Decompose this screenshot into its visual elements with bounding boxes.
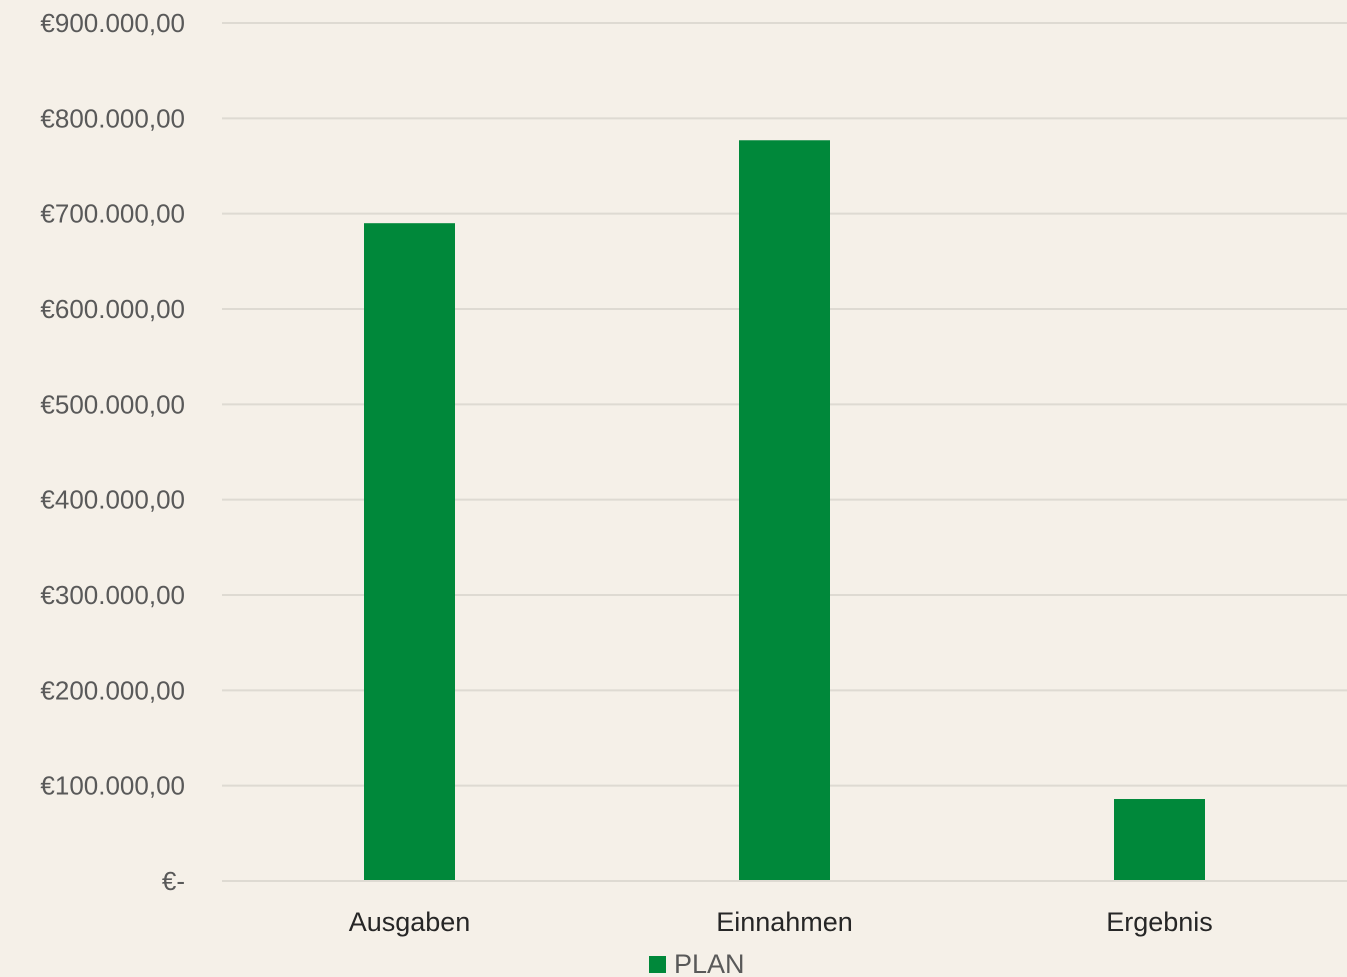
legend-swatch-plan xyxy=(649,955,666,973)
y-axis-tick-labels: €- €100.000,00 €200.000,00 €300.000,00 €400.… xyxy=(40,8,185,896)
x-category-label: Ergebnis xyxy=(1106,907,1213,937)
bars xyxy=(222,140,1347,882)
y-tick-label: €400.000,00 xyxy=(40,485,185,515)
y-tick-label: €100.000,00 xyxy=(40,771,185,801)
x-axis-category-labels: Ausgaben Einnahmen Ergebnis xyxy=(349,907,1213,937)
y-tick-label: €600.000,00 xyxy=(40,294,185,324)
bar-ergebnis xyxy=(1114,799,1205,881)
bar-ausgaben xyxy=(364,223,455,881)
y-tick-label: €- xyxy=(162,866,185,896)
y-tick-label: €500.000,00 xyxy=(40,389,185,419)
x-category-label: Ausgaben xyxy=(349,907,471,937)
legend-label-plan: PLAN xyxy=(674,949,745,977)
y-tick-label: €900.000,00 xyxy=(40,8,185,38)
x-category-label: Einnahmen xyxy=(716,907,853,937)
legend: PLAN xyxy=(649,948,745,977)
y-tick-label: €300.000,00 xyxy=(40,580,185,610)
bar-einnahmen xyxy=(739,140,830,881)
y-tick-label: €700.000,00 xyxy=(40,199,185,229)
y-tick-label: €800.000,00 xyxy=(40,103,185,133)
y-tick-label: €200.000,00 xyxy=(40,675,185,705)
